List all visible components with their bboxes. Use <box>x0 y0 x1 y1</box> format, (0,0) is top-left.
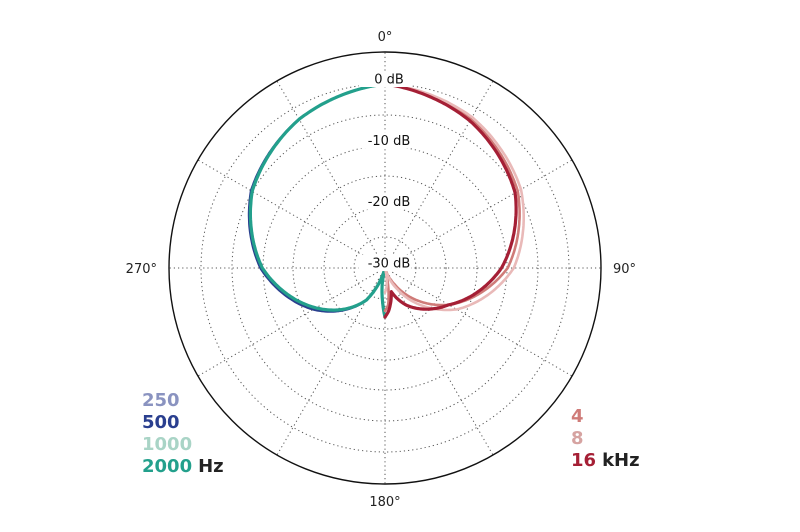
polar-curves <box>247 82 525 319</box>
legend-unit-hz: Hz <box>198 456 224 477</box>
angle-label-0: 0° <box>378 30 393 45</box>
grid-ring <box>323 206 447 330</box>
legend-right: 4 8 16 kHz <box>571 406 640 472</box>
series-line-2000 <box>248 82 387 319</box>
legend-item-2000: 2000 Hz <box>142 456 224 478</box>
grid-spoke <box>276 80 386 269</box>
legend-unit-khz: kHz <box>602 450 640 471</box>
db-label-bg <box>359 132 411 149</box>
db-label-bg <box>359 193 411 210</box>
db-label: -10 dB <box>368 134 411 149</box>
legend-label-250: 250 <box>142 390 180 411</box>
legend-item-250: 250 <box>142 390 224 412</box>
grid-spoke <box>384 267 573 377</box>
series-line-16 <box>383 82 518 319</box>
angle-label-270: 270° <box>126 262 157 277</box>
outer-circle <box>168 51 602 485</box>
grid-ring <box>353 236 417 300</box>
legend-label-16: 16 <box>571 450 597 471</box>
legend-label-500: 500 <box>142 412 180 433</box>
db-label: -30 dB <box>368 257 411 272</box>
legend-label-1000: 1000 <box>142 434 193 455</box>
legend-label-4: 4 <box>571 406 584 427</box>
angle-label-90: 90° <box>613 262 636 277</box>
grid-ring <box>292 175 478 361</box>
grid-spoke <box>197 267 386 377</box>
legend-label-2000: 2000 <box>142 456 193 477</box>
db-label-bg <box>359 255 411 271</box>
legend-item-500: 500 <box>142 412 224 434</box>
db-label-bg <box>359 71 411 87</box>
grid-spoke <box>197 159 386 269</box>
angle-label-180: 180° <box>369 495 400 510</box>
legend-item-1000: 1000 <box>142 434 224 456</box>
series-line-8 <box>383 82 525 312</box>
legend-item-4: 4 <box>571 406 640 428</box>
legend-left: 250 500 1000 2000 Hz <box>142 390 224 478</box>
legend-item-8: 8 <box>571 428 640 450</box>
db-label: -20 dB <box>368 195 411 210</box>
polar-labels: 0 dB -10 dB -20 dB -30 dB 0° 90° 180° 270° <box>126 30 636 510</box>
db-label: 0 dB <box>374 73 404 88</box>
legend-label-8: 8 <box>571 428 584 449</box>
grid-ring <box>200 83 570 453</box>
grid-ring <box>231 114 539 422</box>
legend-item-16: 16 kHz <box>571 450 640 472</box>
